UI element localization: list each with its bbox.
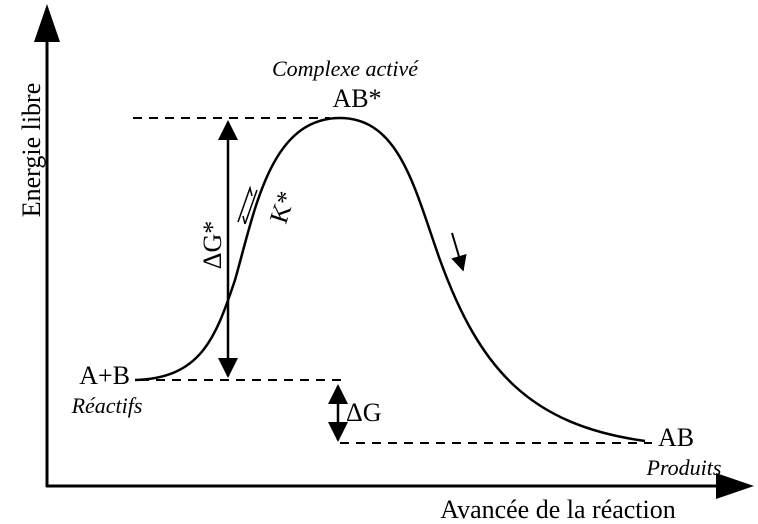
- delta-g-label: ΔG: [346, 398, 382, 427]
- transition-caption: Complexe activé: [272, 56, 419, 81]
- reaction-curve: [134, 116, 646, 443]
- product-caption: Produits: [646, 455, 722, 480]
- product-label: AB: [658, 423, 694, 452]
- activation-label: ΔG*: [198, 221, 227, 270]
- transition-label: AB*: [332, 84, 381, 113]
- equilibrium-label: K*: [264, 188, 301, 227]
- x-axis-arrow: [716, 473, 754, 499]
- reactant-caption: Réactifs: [71, 393, 143, 418]
- equilibrium-harpoons: [237, 185, 258, 225]
- progress-arrow: [451, 232, 467, 272]
- y-axis-label: Energie libre: [17, 83, 46, 218]
- x-axis-label: Avancée de la réaction: [440, 495, 676, 524]
- y-axis-arrow: [34, 4, 60, 42]
- reactant-label: A+B: [79, 361, 130, 390]
